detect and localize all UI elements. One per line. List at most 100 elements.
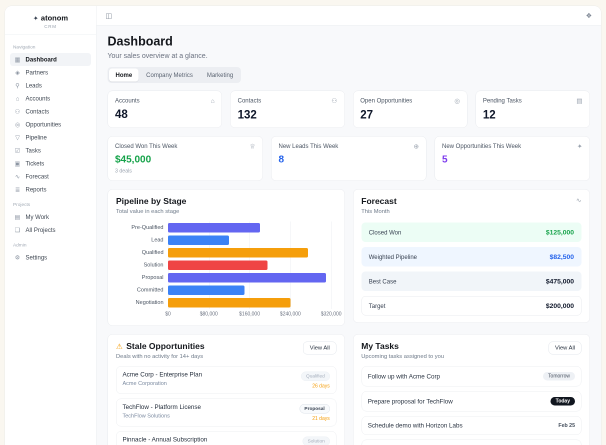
- trend-icon: ∿: [576, 196, 582, 205]
- chart-category-label: Lead: [151, 237, 164, 243]
- task-due-badge: Tomorrow: [543, 372, 575, 381]
- sidebar-item-label: Contacts: [25, 108, 50, 115]
- sidebar-section-navigation: Navigation ▦ Dashboard ◈ Partners ⚲ Leads ⌂ Acco…: [10, 45, 91, 197]
- forecast-row-value: $82,500: [549, 253, 574, 261]
- opportunities-icon: ◎: [14, 121, 21, 128]
- stale-view-all-button[interactable]: View All: [303, 341, 337, 355]
- chart-category-label: Pre-Qualified: [131, 224, 164, 231]
- bar-negotiation: [168, 298, 291, 308]
- forecast-row-value: $200,000: [545, 302, 574, 310]
- task-item[interactable]: Review contract terms - PinnacleFeb 27: [361, 439, 582, 445]
- chart-x-axis: $0 $80,000 $160,000 $240,000 $320,000: [165, 311, 341, 319]
- forecast-title: Forecast: [361, 196, 397, 207]
- stale-opportunity-item[interactable]: TechFlow - Platform License TechFlow Solu…: [116, 398, 337, 427]
- sidebar-item-contacts[interactable]: ⚇ Contacts: [10, 105, 91, 118]
- tasks-icon: ☑: [14, 147, 21, 154]
- chart-bar-row: [168, 259, 336, 272]
- tab-home[interactable]: Home: [109, 68, 139, 82]
- stale-title: Stale Opportunities: [126, 341, 205, 352]
- forecast-row-label: Best Case: [368, 277, 397, 285]
- sidebar-item-partners[interactable]: ◈ Partners: [10, 66, 91, 79]
- stale-opportunity-item[interactable]: Pinnacle - Annual SubscriptionPinnacle I…: [116, 431, 337, 445]
- sidebar-item-dashboard[interactable]: ▦ Dashboard: [10, 53, 91, 66]
- sidebar-item-label: Tasks: [25, 147, 41, 154]
- dashboard-tabs: Home Company Metrics Marketing: [107, 67, 242, 83]
- sidebar-item-all-projects[interactable]: ❏ All Projects: [10, 224, 91, 237]
- sidebar-section-label: Projects: [13, 202, 31, 208]
- partners-icon: ◈: [15, 69, 20, 76]
- sidebar: ✦ atonom CRM Navigation ▦ Dashboard ◈ Partne…: [5, 6, 97, 445]
- bar-lead: [168, 235, 230, 245]
- chart-gridline: [331, 221, 332, 309]
- highlight-value: $45,000: [115, 154, 152, 165]
- sidebar-item-label: All Projects: [25, 226, 56, 234]
- chart-category-label: Qualified: [141, 249, 164, 256]
- sidebar-item-tasks[interactable]: ☑ Tasks: [10, 144, 91, 157]
- sidebar-item-forecast[interactable]: ∿ Forecast: [10, 170, 91, 183]
- stale-opportunity-item[interactable]: Acme Corp - Enterprise Plan Acme Corporat…: [116, 366, 337, 394]
- stage-badge: Proposal: [299, 404, 330, 414]
- task-item[interactable]: Follow up with Acme Corp Tomorrow: [361, 366, 582, 387]
- sidebar-item-label: Reports: [25, 186, 47, 193]
- tasks-list: Follow up with Acme Corp Tomorrow Prepare …: [361, 366, 582, 445]
- main-area: ◫ ❖ Dashboard Your sales overview at a g…: [96, 6, 602, 445]
- sidebar-item-reports[interactable]: ≣ Reports: [10, 183, 91, 196]
- forecast-row-label: Closed Won: [368, 228, 402, 236]
- opportunity-company: TechFlow Solutions: [122, 413, 170, 419]
- task-due-badge: Feb 25: [558, 422, 575, 429]
- stale-list: Acme Corp - Enterprise Plan Acme Corporat…: [116, 366, 337, 445]
- sidebar-item-label: Tickets: [25, 160, 45, 167]
- sidebar-item-leads[interactable]: ⚲ Leads: [10, 79, 91, 92]
- app-frame: ✦ atonom CRM Navigation ▦ Dashboard ◈ Partne…: [5, 6, 601, 445]
- sidebar-item-accounts[interactable]: ⌂ Accounts: [10, 92, 91, 105]
- bar-committed: [168, 285, 245, 295]
- forecast-row-target: Target $200,000: [361, 296, 582, 316]
- kpi-value: 12: [482, 108, 496, 121]
- bar-proposal: [168, 273, 327, 283]
- chart-x-tick-label: $240,000: [279, 311, 301, 318]
- tab-marketing[interactable]: Marketing: [200, 69, 239, 82]
- task-item[interactable]: Schedule demo with Horizon Labs Feb 25: [361, 416, 582, 435]
- content: Dashboard Your sales overview at a glanc…: [97, 26, 602, 445]
- sidebar-nav: Navigation ▦ Dashboard ◈ Partners ⚲ Leads ⌂ Acco…: [5, 35, 96, 269]
- chart-x-tick-label: $80,000: [199, 311, 218, 318]
- chart-category-label: Solution: [143, 262, 164, 268]
- sidebar-section-projects: Projects ▤ My Work ❏ All Projects: [10, 202, 91, 237]
- topbar: ◫ ❖: [96, 6, 601, 26]
- chart-bar-row: [168, 284, 336, 297]
- chart-bar-row: [168, 297, 336, 310]
- sidebar-item-pipeline[interactable]: ▽ Pipeline: [10, 131, 91, 144]
- stale-days: 26 days: [312, 383, 330, 390]
- sidebar-item-label: Forecast: [25, 173, 49, 180]
- kpi-label: Contacts: [237, 97, 262, 104]
- kpi-label: Accounts: [115, 97, 140, 104]
- task-item[interactable]: Prepare proposal for TechFlow Today: [361, 391, 582, 412]
- sidebar-item-tickets[interactable]: ▣ Tickets: [10, 157, 91, 170]
- charts-row: Pipeline by Stage Total value in each st…: [107, 189, 590, 326]
- stale-opportunities-card: ⚠ Stale Opportunities Deals with no acti…: [107, 334, 345, 445]
- bar-solution: [168, 260, 268, 270]
- pipeline-card: Pipeline by Stage Total value in each st…: [107, 189, 345, 326]
- task-name: Prepare proposal for TechFlow: [367, 397, 453, 405]
- sidebar-item-label: Settings: [25, 254, 48, 261]
- forecast-row-label: Target: [368, 302, 386, 310]
- chart-category-label: Negotiation: [135, 299, 164, 306]
- bar-pre-qualified: [168, 223, 260, 233]
- theme-toggle-icon[interactable]: ❖: [585, 11, 592, 20]
- task-due-badge: Today: [550, 397, 575, 406]
- forecast-row-weighted-pipeline: Weighted Pipeline $82,500: [361, 247, 582, 267]
- tab-company-metrics[interactable]: Company Metrics: [140, 69, 200, 82]
- sidebar-item-my-work[interactable]: ▤ My Work: [10, 211, 91, 224]
- sidebar-item-settings[interactable]: ⚙ Settings: [10, 251, 91, 264]
- logo-text: atonom: [40, 14, 69, 23]
- stage-badge: Qualified: [301, 371, 330, 381]
- sidebar-section-admin: Admin ⚙ Settings: [10, 243, 91, 265]
- sidebar-item-opportunities[interactable]: ◎ Opportunities: [10, 118, 91, 131]
- tasks-view-all-button[interactable]: View All: [548, 341, 582, 355]
- sidebar-item-label: Pipeline: [25, 134, 47, 141]
- sidebar-item-label: Dashboard: [25, 56, 57, 63]
- kpi-label: Open Opportunities: [360, 97, 413, 104]
- sidebar-toggle-icon[interactable]: ◫: [105, 11, 113, 20]
- sidebar-item-label: Accounts: [25, 95, 51, 102]
- kpi-row: Accounts ⌂ 48 Contacts ⚇ 132 Open Opportunitie…: [107, 90, 590, 128]
